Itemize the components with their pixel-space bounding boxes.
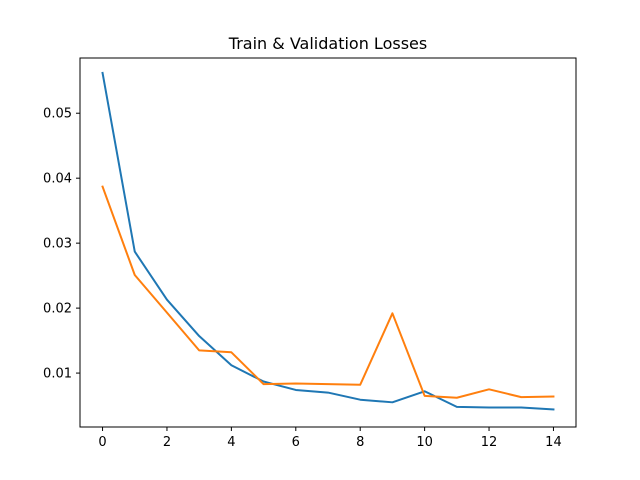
y-tick-label: 0.05 — [43, 107, 72, 122]
x-tick-label: 6 — [292, 435, 300, 450]
chart-title: Train & Validation Losses — [228, 34, 427, 53]
x-tick-label: 2 — [163, 435, 171, 450]
series-line-2 — [101, 185, 555, 399]
x-tick-label: 4 — [227, 435, 235, 450]
x-tick-label: 12 — [481, 435, 498, 450]
y-axis: 0.01 0.02 0.03 0.04 0.05 — [43, 107, 80, 382]
y-tick-label: 0.03 — [43, 237, 72, 252]
y-tick-label: 0.01 — [43, 367, 72, 382]
series-line-1 — [101, 71, 555, 411]
plot-frame — [79, 57, 577, 428]
x-tick-label: 10 — [416, 435, 433, 450]
y-tick-label: 0.04 — [43, 172, 72, 187]
x-axis: 0 2 4 6 8 10 12 14 — [98, 427, 562, 450]
y-tick-label: 0.02 — [43, 302, 72, 317]
x-tick-label: 0 — [98, 435, 106, 450]
x-tick-label: 8 — [356, 435, 364, 450]
series-layer — [101, 71, 555, 411]
plot-area — [79, 57, 577, 428]
x-tick-label: 14 — [545, 435, 562, 450]
